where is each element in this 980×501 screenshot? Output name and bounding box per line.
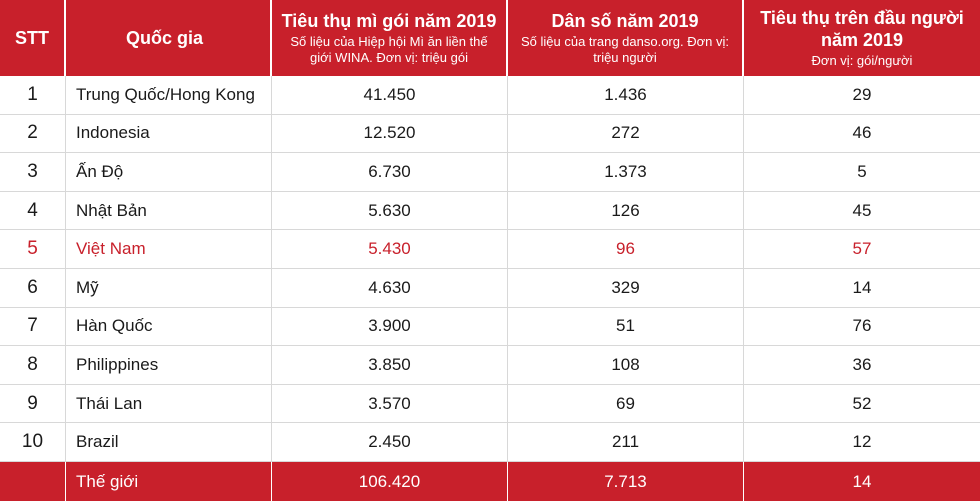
total-population: 7.713 — [508, 462, 744, 501]
cell-stt: 2 — [0, 114, 66, 153]
cell-population: 272 — [508, 114, 744, 153]
cell-consumption: 41.450 — [272, 76, 508, 114]
cell-stt: 7 — [0, 307, 66, 346]
cell-country: Indonesia — [66, 114, 272, 153]
table-row: 2 Indonesia 12.520 272 46 — [0, 114, 980, 154]
header-country: Quốc gia — [66, 0, 272, 76]
table-row: 8 Philippines 3.850 108 36 — [0, 346, 980, 385]
table-row: 3 Ấn Độ 6.730 1.373 5 — [0, 153, 980, 192]
cell-country: Philippines — [66, 346, 272, 384]
cell-stt: 4 — [0, 191, 66, 230]
cell-stt: 8 — [0, 346, 66, 384]
cell-country: Hàn Quốc — [66, 307, 272, 346]
cell-per-capita: 46 — [852, 123, 872, 143]
total-stt — [0, 462, 66, 501]
cell-country: Việt Nam — [66, 230, 272, 268]
table-body: 1 Trung Quốc/Hong Kong 41.450 1.436 29 2 Indon… — [0, 76, 980, 462]
header-per-capita-title: Tiêu thụ trên đầu người năm 2019 — [760, 8, 964, 50]
total-country: Thế giới — [66, 462, 272, 501]
header-stt: STT — [0, 0, 66, 76]
table-row: 10 Brazil 2.450 211 12 — [0, 423, 980, 462]
header-stt-title: STT — [15, 28, 49, 48]
cell-consumption: 3.900 — [272, 307, 508, 346]
cell-per-capita: 76 — [852, 316, 872, 336]
cell-per-capita: 5 — [857, 161, 867, 181]
cell-per-capita: 29 — [852, 84, 872, 104]
cell-consumption: 6.730 — [272, 153, 508, 191]
header-population-title: Dân số năm 2019 — [551, 11, 699, 31]
cell-consumption: 4.630 — [272, 268, 508, 307]
cell-consumption: 2.450 — [272, 423, 508, 461]
header-country-title: Quốc gia — [126, 28, 204, 48]
cell-consumption: 12.520 — [272, 114, 508, 153]
cell-consumption: 5.430 — [272, 230, 508, 268]
cell-country: Brazil — [66, 423, 272, 461]
cell-country: Mỹ — [66, 268, 272, 307]
cell-consumption: 3.850 — [272, 346, 508, 384]
total-consumption: 106.420 — [272, 462, 508, 501]
header-consumption-title: Tiêu thụ mì gói năm 2019 — [281, 11, 497, 31]
cell-population: 329 — [508, 268, 744, 307]
header-consumption-subtitle: Số liệu của Hiệp hội Mì ăn liền thế giới… — [290, 34, 488, 65]
cell-per-capita: 36 — [852, 354, 872, 374]
cell-per-capita: 45 — [852, 200, 872, 220]
cell-consumption: 3.570 — [272, 384, 508, 423]
cell-stt: 9 — [0, 384, 66, 423]
header-per-capita-subtitle: Đơn vị: gói/người — [811, 53, 913, 68]
cell-stt: 1 — [0, 76, 66, 114]
cell-per-capita: 12 — [852, 432, 872, 452]
cell-population: 1.373 — [508, 153, 744, 191]
table-row: 1 Trung Quốc/Hong Kong 41.450 1.436 29 — [0, 76, 980, 115]
cell-population: 108 — [508, 346, 744, 384]
table-row: 5 Việt Nam 5.430 96 57 — [0, 230, 980, 269]
header-consumption: Tiêu thụ mì gói năm 2019 Số liệu của Hiệ… — [272, 0, 508, 76]
cell-population: 96 — [508, 230, 744, 268]
cell-country: Nhật Bản — [66, 191, 272, 230]
table-row: 7 Hàn Quốc 3.900 51 76 — [0, 307, 980, 347]
table-total-row: Thế giới 106.420 7.713 14 — [0, 462, 980, 501]
cell-consumption: 5.630 — [272, 191, 508, 230]
cell-country: Trung Quốc/Hong Kong — [66, 76, 272, 114]
cell-country: Ấn Độ — [66, 153, 272, 191]
table-row: 9 Thái Lan 3.570 69 52 — [0, 384, 980, 424]
header-population: Dân số năm 2019 Số liệu của trang danso.… — [508, 0, 744, 76]
table-row: 6 Mỹ 4.630 329 14 — [0, 268, 980, 308]
cell-population: 211 — [508, 423, 744, 461]
cell-population: 69 — [508, 384, 744, 423]
header-per-capita: Tiêu thụ trên đầu người năm 2019 Đơn vị:… — [744, 0, 980, 76]
header-population-subtitle: Số liệu của trang danso.org. Đơn vị: tri… — [521, 34, 729, 65]
cell-population: 51 — [508, 307, 744, 346]
cell-per-capita: 52 — [852, 393, 872, 413]
cell-country: Thái Lan — [66, 384, 272, 423]
cell-stt: 6 — [0, 268, 66, 307]
cell-stt: 5 — [0, 230, 66, 268]
cell-stt: 3 — [0, 153, 66, 191]
cell-stt: 10 — [0, 423, 66, 461]
cell-population: 1.436 — [508, 76, 744, 114]
total-per-capita: 14 — [852, 471, 872, 491]
table-header: STT Quốc gia Tiêu thụ mì gói năm 2019 Số… — [0, 0, 980, 76]
table-row: 4 Nhật Bản 5.630 126 45 — [0, 191, 980, 231]
cell-per-capita: 14 — [852, 277, 872, 297]
cell-per-capita: 57 — [852, 239, 872, 259]
cell-population: 126 — [508, 191, 744, 230]
